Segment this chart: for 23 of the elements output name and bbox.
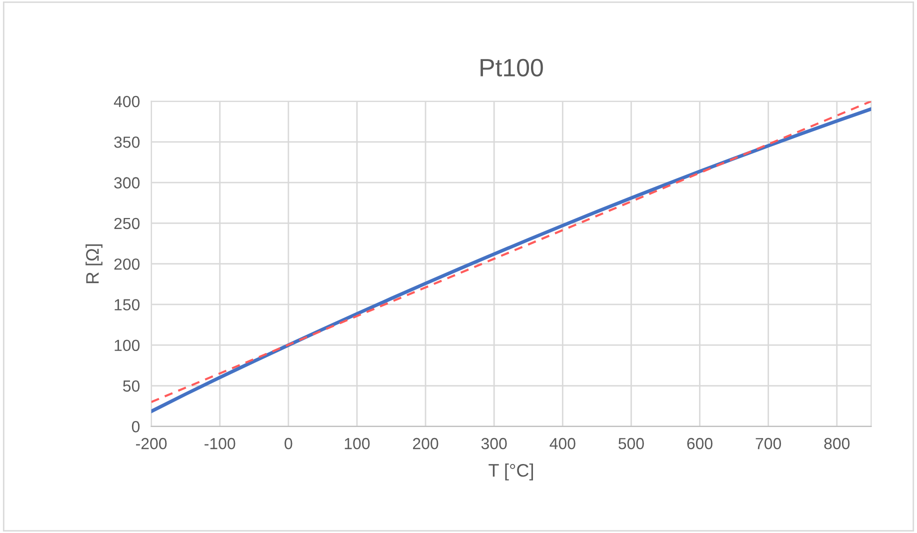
x-tick-label: 600 [687,438,712,450]
y-tick-label: 100 [114,340,140,352]
y-tick-label: 200 [114,258,140,270]
x-tick-label: 500 [618,438,644,450]
x-tick-label: 800 [824,438,850,450]
x-tick-label: -200 [136,438,167,450]
y-tick-label: 0 [132,421,140,432]
x-tick-label: 200 [413,438,438,450]
y-tick-label: 300 [114,177,140,188]
x-tick-label: -100 [204,438,236,450]
y-axis-title: R [Ω] [86,244,102,284]
y-tick-label: 400 [114,96,140,108]
y-tick-label: 150 [114,299,140,310]
y-tick-label: 250 [114,218,140,230]
chart-title: Pt100 [480,58,543,77]
x-tick-label: 300 [481,438,507,450]
x-tick-label: 700 [756,438,782,450]
x-axis-title: T [°C] [488,464,533,480]
x-tick-label: 400 [550,438,576,450]
x-tick-label: 0 [284,438,292,450]
x-tick-label: 100 [344,438,370,450]
y-tick-label: 350 [114,136,140,148]
y-tick-label: 50 [123,380,140,392]
